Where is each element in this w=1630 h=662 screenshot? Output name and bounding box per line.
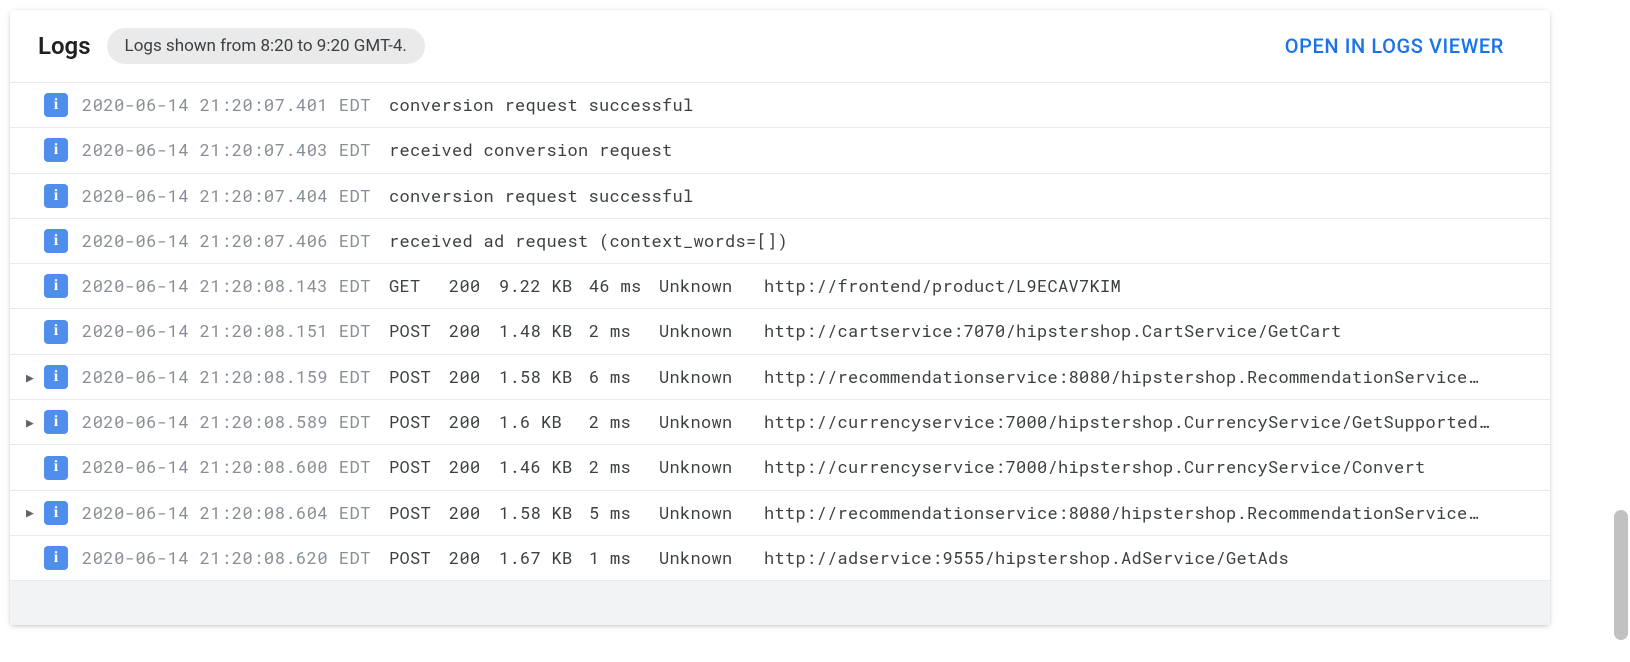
log-http-columns: POST2001.67 KB1 msUnknownhttp://adservic… bbox=[389, 542, 1289, 574]
logs-header: Logs Logs shown from 8:20 to 9:20 GMT-4.… bbox=[10, 28, 1550, 82]
expand-toggle-icon[interactable]: ▶ bbox=[26, 500, 44, 525]
http-method: POST bbox=[389, 542, 449, 574]
http-url: http://currencyservice:7000/hipstershop.… bbox=[764, 406, 1489, 438]
log-row[interactable]: ▶i 2020-06-14 21:20:08.604 EDT POST2001.58… bbox=[10, 491, 1550, 536]
http-size: 1.6 KB bbox=[499, 406, 589, 438]
http-method: POST bbox=[389, 315, 449, 347]
http-agent: Unknown bbox=[659, 315, 764, 347]
http-url: http://adservice:9555/hipstershop.AdServ… bbox=[764, 542, 1289, 574]
http-size: 1.48 KB bbox=[499, 315, 589, 347]
log-timestamp: 2020-06-14 21:20:08.151 EDT bbox=[82, 315, 371, 347]
http-method: POST bbox=[389, 361, 449, 393]
http-size: 1.67 KB bbox=[499, 542, 589, 574]
severity-info-icon: i bbox=[44, 229, 68, 253]
http-url: http://recommendationservice:8080/hipste… bbox=[764, 497, 1478, 529]
http-latency: 6 ms bbox=[589, 361, 659, 393]
log-timestamp: 2020-06-14 21:20:08.620 EDT bbox=[82, 542, 371, 574]
log-timestamp: 2020-06-14 21:20:07.404 EDT bbox=[82, 180, 371, 212]
http-status: 200 bbox=[449, 451, 499, 483]
http-status: 200 bbox=[449, 270, 499, 302]
http-status: 200 bbox=[449, 497, 499, 529]
severity-info-icon: i bbox=[44, 546, 68, 570]
severity-info-icon: i bbox=[44, 274, 68, 298]
log-message: received ad request (context_words=[]) bbox=[389, 225, 788, 257]
severity-info-icon: i bbox=[44, 184, 68, 208]
logs-panel: Logs Logs shown from 8:20 to 9:20 GMT-4.… bbox=[10, 10, 1550, 625]
http-agent: Unknown bbox=[659, 270, 764, 302]
open-in-logs-viewer-link[interactable]: OPEN IN LOGS VIEWER bbox=[1285, 34, 1504, 58]
log-timestamp: 2020-06-14 21:20:07.403 EDT bbox=[82, 134, 371, 166]
log-row[interactable]: i 2020-06-14 21:20:08.151 EDT POST2001.48 … bbox=[10, 309, 1550, 354]
logs-footer-bar bbox=[10, 581, 1550, 625]
http-agent: Unknown bbox=[659, 497, 764, 529]
log-http-columns: POST2001.58 KB5 msUnknownhttp://recommen… bbox=[389, 497, 1478, 529]
http-method: POST bbox=[389, 497, 449, 529]
http-latency: 46 ms bbox=[589, 270, 659, 302]
http-size: 1.58 KB bbox=[499, 361, 589, 393]
log-message: conversion request successful bbox=[389, 89, 694, 121]
http-method: GET bbox=[389, 270, 449, 302]
http-latency: 2 ms bbox=[589, 315, 659, 347]
http-latency: 1 ms bbox=[589, 542, 659, 574]
log-http-columns: POST2001.46 KB2 msUnknownhttp://currency… bbox=[389, 451, 1426, 483]
log-row[interactable]: i 2020-06-14 21:20:07.403 EDT received con… bbox=[10, 128, 1550, 173]
severity-info-icon: i bbox=[44, 138, 68, 162]
scrollbar-thumb[interactable] bbox=[1614, 510, 1628, 640]
http-agent: Unknown bbox=[659, 542, 764, 574]
http-size: 1.58 KB bbox=[499, 497, 589, 529]
http-url: http://recommendationservice:8080/hipste… bbox=[764, 361, 1478, 393]
log-row[interactable]: i 2020-06-14 21:20:07.404 EDT conversion r… bbox=[10, 174, 1550, 219]
http-latency: 5 ms bbox=[589, 497, 659, 529]
http-agent: Unknown bbox=[659, 361, 764, 393]
log-http-columns: GET2009.22 KB46 msUnknownhttp://frontend… bbox=[389, 270, 1121, 302]
http-url: http://frontend/product/L9ECAV7KIM bbox=[764, 270, 1121, 302]
http-agent: Unknown bbox=[659, 406, 764, 438]
http-agent: Unknown bbox=[659, 451, 764, 483]
http-status: 200 bbox=[449, 542, 499, 574]
http-status: 200 bbox=[449, 315, 499, 347]
severity-info-icon: i bbox=[44, 93, 68, 117]
log-row[interactable]: i 2020-06-14 21:20:08.143 EDT GET2009.22 K… bbox=[10, 264, 1550, 309]
http-method: POST bbox=[389, 451, 449, 483]
log-http-columns: POST2001.58 KB6 msUnknownhttp://recommen… bbox=[389, 361, 1478, 393]
expand-toggle-icon[interactable]: ▶ bbox=[26, 365, 44, 390]
logs-list: i 2020-06-14 21:20:07.401 EDT conversion r… bbox=[10, 82, 1550, 581]
log-timestamp: 2020-06-14 21:20:08.143 EDT bbox=[82, 270, 371, 302]
log-message: conversion request successful bbox=[389, 180, 694, 212]
severity-info-icon: i bbox=[44, 410, 68, 434]
log-row[interactable]: ▶i 2020-06-14 21:20:08.159 EDT POST2001.58… bbox=[10, 355, 1550, 400]
http-latency: 2 ms bbox=[589, 406, 659, 438]
time-range-chip: Logs shown from 8:20 to 9:20 GMT-4. bbox=[107, 28, 425, 64]
log-message: received conversion request bbox=[389, 134, 673, 166]
log-row[interactable]: i 2020-06-14 21:20:07.401 EDT conversion r… bbox=[10, 83, 1550, 128]
log-timestamp: 2020-06-14 21:20:08.589 EDT bbox=[82, 406, 371, 438]
log-timestamp: 2020-06-14 21:20:08.604 EDT bbox=[82, 497, 371, 529]
http-latency: 2 ms bbox=[589, 451, 659, 483]
http-size: 1.46 KB bbox=[499, 451, 589, 483]
panel-title: Logs bbox=[38, 32, 91, 60]
log-row[interactable]: ▶i 2020-06-14 21:20:08.589 EDT POST2001.6 … bbox=[10, 400, 1550, 445]
log-timestamp: 2020-06-14 21:20:07.406 EDT bbox=[82, 225, 371, 257]
http-url: http://cartservice:7070/hipstershop.Cart… bbox=[764, 315, 1342, 347]
log-timestamp: 2020-06-14 21:20:07.401 EDT bbox=[82, 89, 371, 121]
log-timestamp: 2020-06-14 21:20:08.600 EDT bbox=[82, 451, 371, 483]
severity-info-icon: i bbox=[44, 501, 68, 525]
log-http-columns: POST2001.6 KB2 msUnknownhttp://currencys… bbox=[389, 406, 1489, 438]
severity-info-icon: i bbox=[44, 320, 68, 344]
expand-toggle-icon[interactable]: ▶ bbox=[26, 410, 44, 435]
log-row[interactable]: i 2020-06-14 21:20:08.600 EDT POST2001.46 … bbox=[10, 445, 1550, 490]
http-size: 9.22 KB bbox=[499, 270, 589, 302]
severity-info-icon: i bbox=[44, 365, 68, 389]
log-row[interactable]: i 2020-06-14 21:20:07.406 EDT received ad … bbox=[10, 219, 1550, 264]
log-http-columns: POST2001.48 KB2 msUnknownhttp://cartserv… bbox=[389, 315, 1342, 347]
http-status: 200 bbox=[449, 406, 499, 438]
log-timestamp: 2020-06-14 21:20:08.159 EDT bbox=[82, 361, 371, 393]
severity-info-icon: i bbox=[44, 456, 68, 480]
log-row[interactable]: i 2020-06-14 21:20:08.620 EDT POST2001.67 … bbox=[10, 536, 1550, 581]
http-status: 200 bbox=[449, 361, 499, 393]
http-method: POST bbox=[389, 406, 449, 438]
http-url: http://currencyservice:7000/hipstershop.… bbox=[764, 451, 1426, 483]
